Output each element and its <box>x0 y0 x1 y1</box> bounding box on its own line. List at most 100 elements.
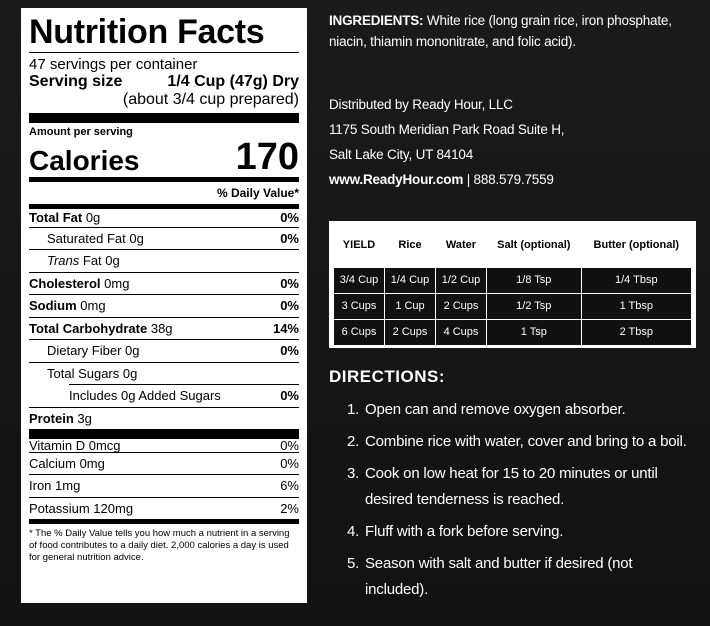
serving-size-value: 1/4 Cup (47g) Dry <box>167 73 299 90</box>
nutrient-row: Total Carbohydrate 38g 14% <box>29 316 299 340</box>
table-cell: 2 Cups <box>384 318 436 346</box>
nutrient-pct: 14% <box>272 320 299 336</box>
nutrient-name: Includes 0g Added Sugars <box>69 387 221 403</box>
step-number: 4. <box>347 523 360 540</box>
table-cell: 1 Tbsp <box>580 292 693 320</box>
vitamin-name: Potassium 120mg <box>29 500 134 516</box>
table-cell: 4 Cups <box>435 318 487 346</box>
column-header: Water <box>435 225 487 267</box>
table-cell: 1/4 Tbsp <box>580 266 693 294</box>
table-cell: 3/4 Cup <box>333 266 385 294</box>
distributor-info: Distributed by Ready Hour, LLC 1175 Sout… <box>329 92 564 192</box>
nutrient-name: Sodium <box>29 298 77 314</box>
step-text: Open can and remove oxygen absorber. <box>365 401 626 418</box>
distributor-city: Salt Lake City, UT 84104 <box>329 147 474 162</box>
column-header: Butter (optional) <box>581 225 692 267</box>
nutrient-pct: 0% <box>280 343 299 359</box>
table-cell: 2 Tbsp <box>580 318 693 346</box>
nutrient-name: Total Fat <box>29 210 83 226</box>
table-cell: 1/2 Tsp <box>486 292 582 320</box>
nutrient-row: Saturated Fat 0g 0% <box>29 226 299 250</box>
vitamin-row: Calcium 0mg 0% <box>29 451 299 475</box>
table-cell: 1/8 Tsp <box>486 266 582 294</box>
step-number: 2. <box>347 433 360 450</box>
nutrient-pct: 0% <box>280 275 299 291</box>
step-text: Fluff with a fork before serving. <box>365 523 564 540</box>
vitamin-pct: 2% <box>280 500 299 516</box>
nutrient-pct: 0% <box>280 298 299 314</box>
nutrient-amount: 0g <box>85 210 101 226</box>
nutrient-amount: 38g <box>150 320 173 336</box>
vitamin-name: Vitamin D 0mcg <box>29 437 121 453</box>
table-row: 3/4 Cup 1/4 Cup 1/2 Cup 1/8 Tsp 1/4 Tbsp <box>333 266 693 294</box>
nutrient-name: Protein <box>29 410 74 426</box>
table-cell: 6 Cups <box>333 318 385 346</box>
directions: DIRECTIONS: 1. Open can and remove oxygen… <box>329 367 699 609</box>
vitamin-pct: 6% <box>280 478 299 494</box>
ingredients: INGREDIENTS: White rice (long grain rice… <box>329 10 699 52</box>
table-cell: 1/2 Cup <box>435 266 487 294</box>
nutrient-row: Total Fat 0g 0% <box>29 204 299 227</box>
yield-table: YIELD Rice Water Salt (optional) Butter … <box>329 221 696 348</box>
servings-per-container: 47 servings per container <box>29 56 198 73</box>
distributor-name: Distributed by Ready Hour, LLC <box>329 97 513 112</box>
daily-value-header: % Daily Value* <box>29 177 299 204</box>
nutrient-amount: 3g <box>77 410 92 426</box>
nutrient-amount: 0mg <box>80 298 106 314</box>
phone-number: | 888.579.7559 <box>463 172 554 187</box>
list-item: 1. Open can and remove oxygen absorber. <box>329 397 699 423</box>
vitamin-name: Calcium 0mg <box>29 455 105 471</box>
vitamin-row: Potassium 120mg 2% <box>29 496 299 520</box>
nutrient-pct: 0% <box>280 210 299 226</box>
table-cell: 1/4 Cup <box>384 266 436 294</box>
nutrient-name: Trans <box>47 253 80 269</box>
distributor-address: 1175 South Meridian Park Road Suite H, <box>329 122 565 137</box>
nutrient-amount: 0g <box>129 230 144 246</box>
vitamin-pct: 0% <box>280 437 299 453</box>
nutrient-amount: Fat 0g <box>82 253 120 269</box>
column-header: YIELD <box>333 225 385 267</box>
nutrient-name: Total Carbohydrate <box>29 320 148 336</box>
directions-title: DIRECTIONS: <box>329 367 445 386</box>
nutrient-row: Sodium 0mg 0% <box>29 294 299 317</box>
step-text: Cook on low heat for 15 to 20 minutes or… <box>365 465 658 508</box>
vitamin-name: Iron 1mg <box>29 478 81 494</box>
step-text: Combine rice with water, cover and bring… <box>365 433 687 450</box>
divider <box>29 52 299 53</box>
table-cell: 1 Cup <box>384 292 436 320</box>
nutrient-row: Total Sugars 0g <box>29 361 299 385</box>
nutrient-amount: 0g <box>122 365 138 381</box>
ingredients-text: White rice (long grain rice, iron phosph… <box>329 13 672 49</box>
nutrient-name: Saturated Fat <box>47 230 126 246</box>
nutrition-facts-label: Nutrition Facts 47 servings per containe… <box>21 8 307 603</box>
column-header: Rice <box>384 225 436 267</box>
info-panel: INGREDIENTS: White rice (long grain rice… <box>329 10 699 187</box>
serving-size-row: Serving size 1/4 Cup (47g) Dry <box>29 73 299 91</box>
step-number: 5. <box>347 555 360 572</box>
website-link[interactable]: www.ReadyHour.com <box>329 172 464 187</box>
directions-list: 1. Open can and remove oxygen absorber. 2… <box>329 397 699 603</box>
serving-size-label: Serving size <box>29 73 123 90</box>
calories-value: 170 <box>235 136 299 178</box>
nutrition-title: Nutrition Facts <box>29 13 265 51</box>
distributor-contact: www.ReadyHour.com | 888.579.7559 <box>329 167 564 192</box>
list-item: 3. Cook on low heat for 15 to 20 minutes … <box>329 461 699 513</box>
amount-per-serving: Amount per serving <box>29 126 133 138</box>
nutrient-row: Protein 3g <box>29 406 299 430</box>
list-item: 4. Fluff with a fork before serving. <box>329 519 699 545</box>
calories-row: Calories 170 <box>29 136 299 178</box>
nutrient-row: Trans Fat 0g <box>29 249 299 272</box>
table-cell: 2 Cups <box>435 292 487 320</box>
vitamin-row: Iron 1mg 6% <box>29 474 299 497</box>
step-number: 3. <box>347 465 360 482</box>
list-item: 2. Combine rice with water, cover and bri… <box>329 429 699 455</box>
ingredients-label: INGREDIENTS: <box>329 13 424 28</box>
nutrient-name: Total Sugars <box>47 365 120 381</box>
serving-size-sub: (about 3/4 cup prepared) <box>122 91 299 108</box>
nutrient-row: Includes 0g Added Sugars 0% <box>29 384 299 407</box>
nutrient-amount: 0g <box>125 343 140 359</box>
divider-thick <box>29 113 299 123</box>
nutrient-amount: 0mg <box>104 275 130 291</box>
table-row: 3 Cups 1 Cup 2 Cups 1/2 Tsp 1 Tbsp <box>333 292 693 320</box>
nutrient-row: Dietary Fiber 0g 0% <box>29 339 299 362</box>
